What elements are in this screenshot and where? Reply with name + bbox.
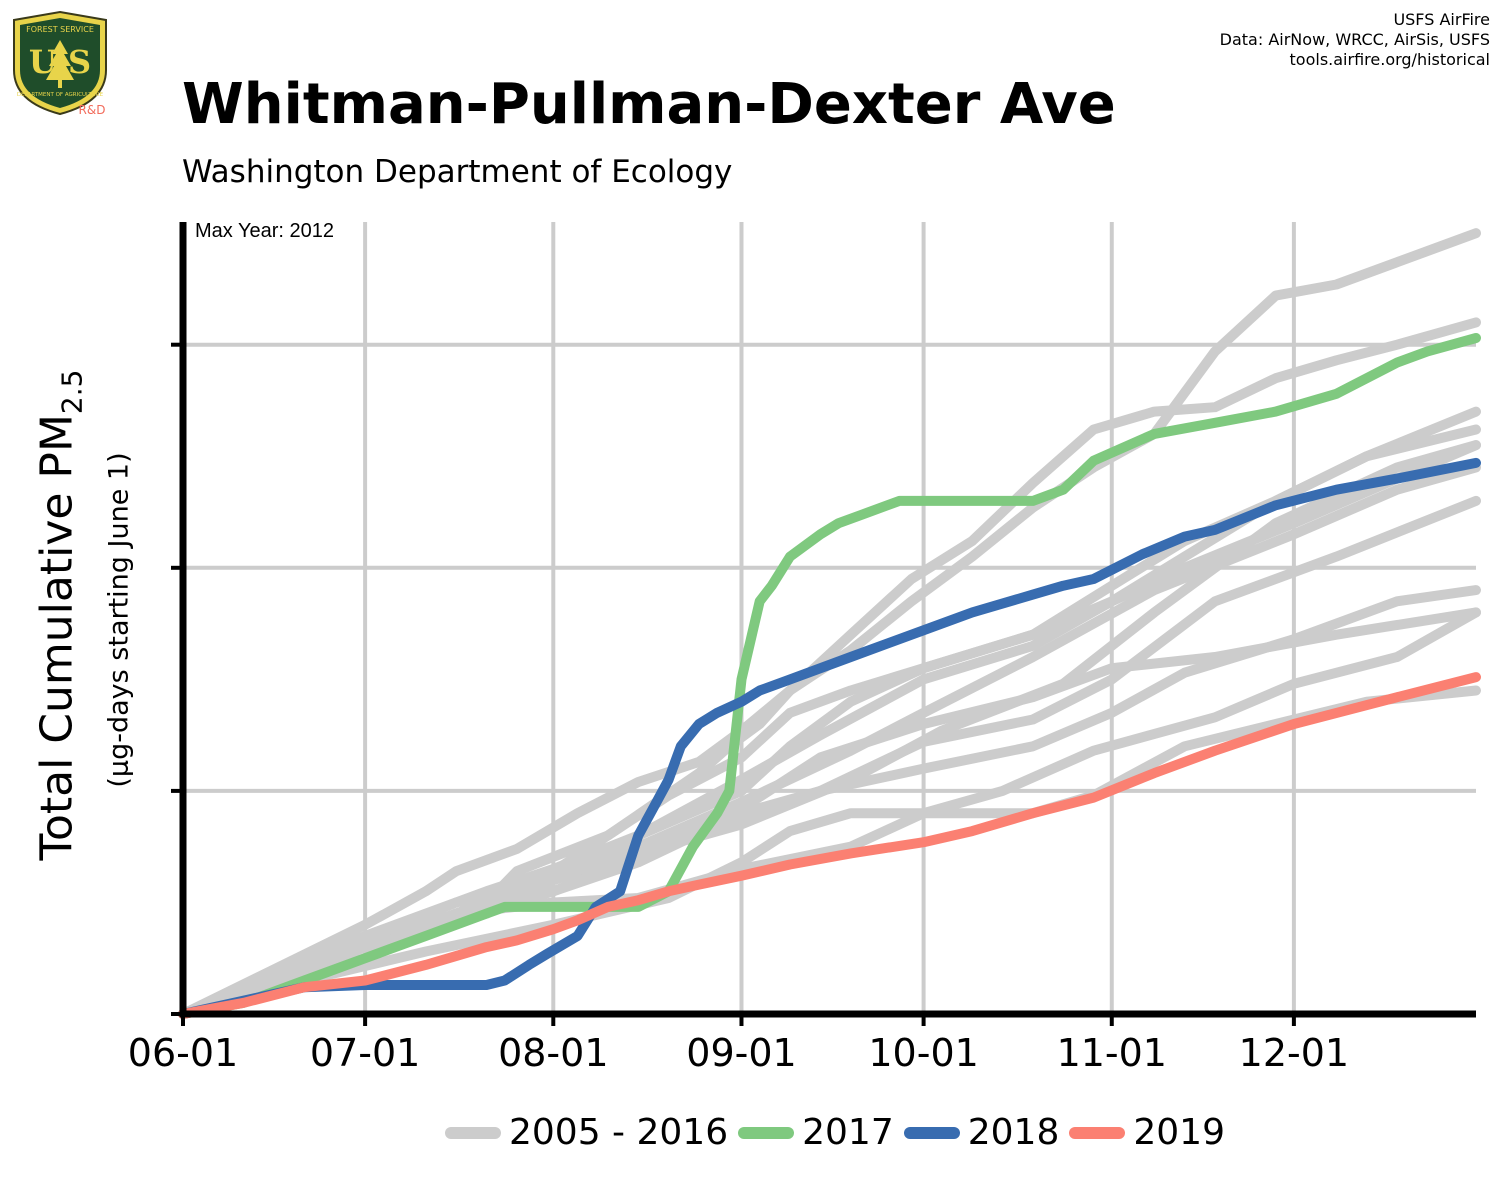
legend-item: 2005 - 2016: [445, 1112, 728, 1153]
chart-subtitle: Washington Department of Ecology: [182, 154, 733, 190]
series-line-history: [178, 228, 1481, 1019]
x-tick-label: 09-01: [686, 1031, 796, 1075]
series-line-2017: [178, 333, 1481, 1019]
legend-item: 2019: [1069, 1112, 1225, 1153]
legend-swatch-2019: [1069, 1126, 1126, 1139]
x-tick-label: 11-01: [1057, 1031, 1167, 1075]
y-axis-label-text: Total Cumulative PM: [31, 414, 83, 861]
credits: USFS AirFire Data: AirNow, WRCC, AirSis,…: [1220, 10, 1490, 70]
chart-title: Whitman-Pullman-Dexter Ave: [182, 72, 1116, 137]
legend-label: 2017: [802, 1112, 894, 1153]
usfs-logo: FOREST SERVICE U S DEPARTMENT OF AGRICUL…: [13, 10, 107, 117]
legend-item: 2017: [738, 1112, 894, 1153]
y-axis-units: (µg-days starting June 1): [103, 452, 135, 788]
legend: 2005 - 2016 2017 2018 2019: [0, 1112, 1500, 1153]
credit-line: tools.airfire.org/historical: [1289, 50, 1490, 69]
series-line-history: [178, 462, 1481, 1019]
legend-swatch-2017: [738, 1126, 795, 1139]
legend-swatch-history: [445, 1126, 501, 1139]
legend-label: 2018: [967, 1112, 1060, 1153]
credit-line: Data: AirNow, WRCC, AirSis, USFS: [1219, 30, 1490, 49]
series-line-2019: [178, 672, 1481, 1019]
y-axis-label: Total Cumulative PM2.5: [32, 370, 89, 861]
legend-swatch-2018: [903, 1126, 960, 1139]
legend-label: 2019: [1133, 1112, 1225, 1153]
x-tick-label: 06-01: [128, 1031, 238, 1075]
y-axis-label-subscript: 2.5: [55, 369, 89, 415]
legend-label: 2005 - 2016: [509, 1112, 729, 1153]
max-year-annotation: Max Year: 2012: [195, 220, 334, 242]
x-tick-label: 07-01: [310, 1031, 420, 1075]
logo-top-text: FOREST SERVICE: [26, 25, 94, 34]
logo-rd-text: R&D: [79, 103, 106, 117]
credit-line: USFS AirFire: [1393, 10, 1490, 29]
x-tick-label: 08-01: [498, 1031, 608, 1075]
logo-bottom-text: DEPARTMENT OF AGRICULTURE: [17, 92, 104, 98]
series-line-2018: [178, 457, 1481, 1019]
x-tick-label: 10-01: [868, 1031, 978, 1075]
legend-item: 2018: [903, 1112, 1060, 1153]
x-tick-label: 12-01: [1239, 1031, 1349, 1075]
series-line-history: [178, 685, 1481, 1019]
